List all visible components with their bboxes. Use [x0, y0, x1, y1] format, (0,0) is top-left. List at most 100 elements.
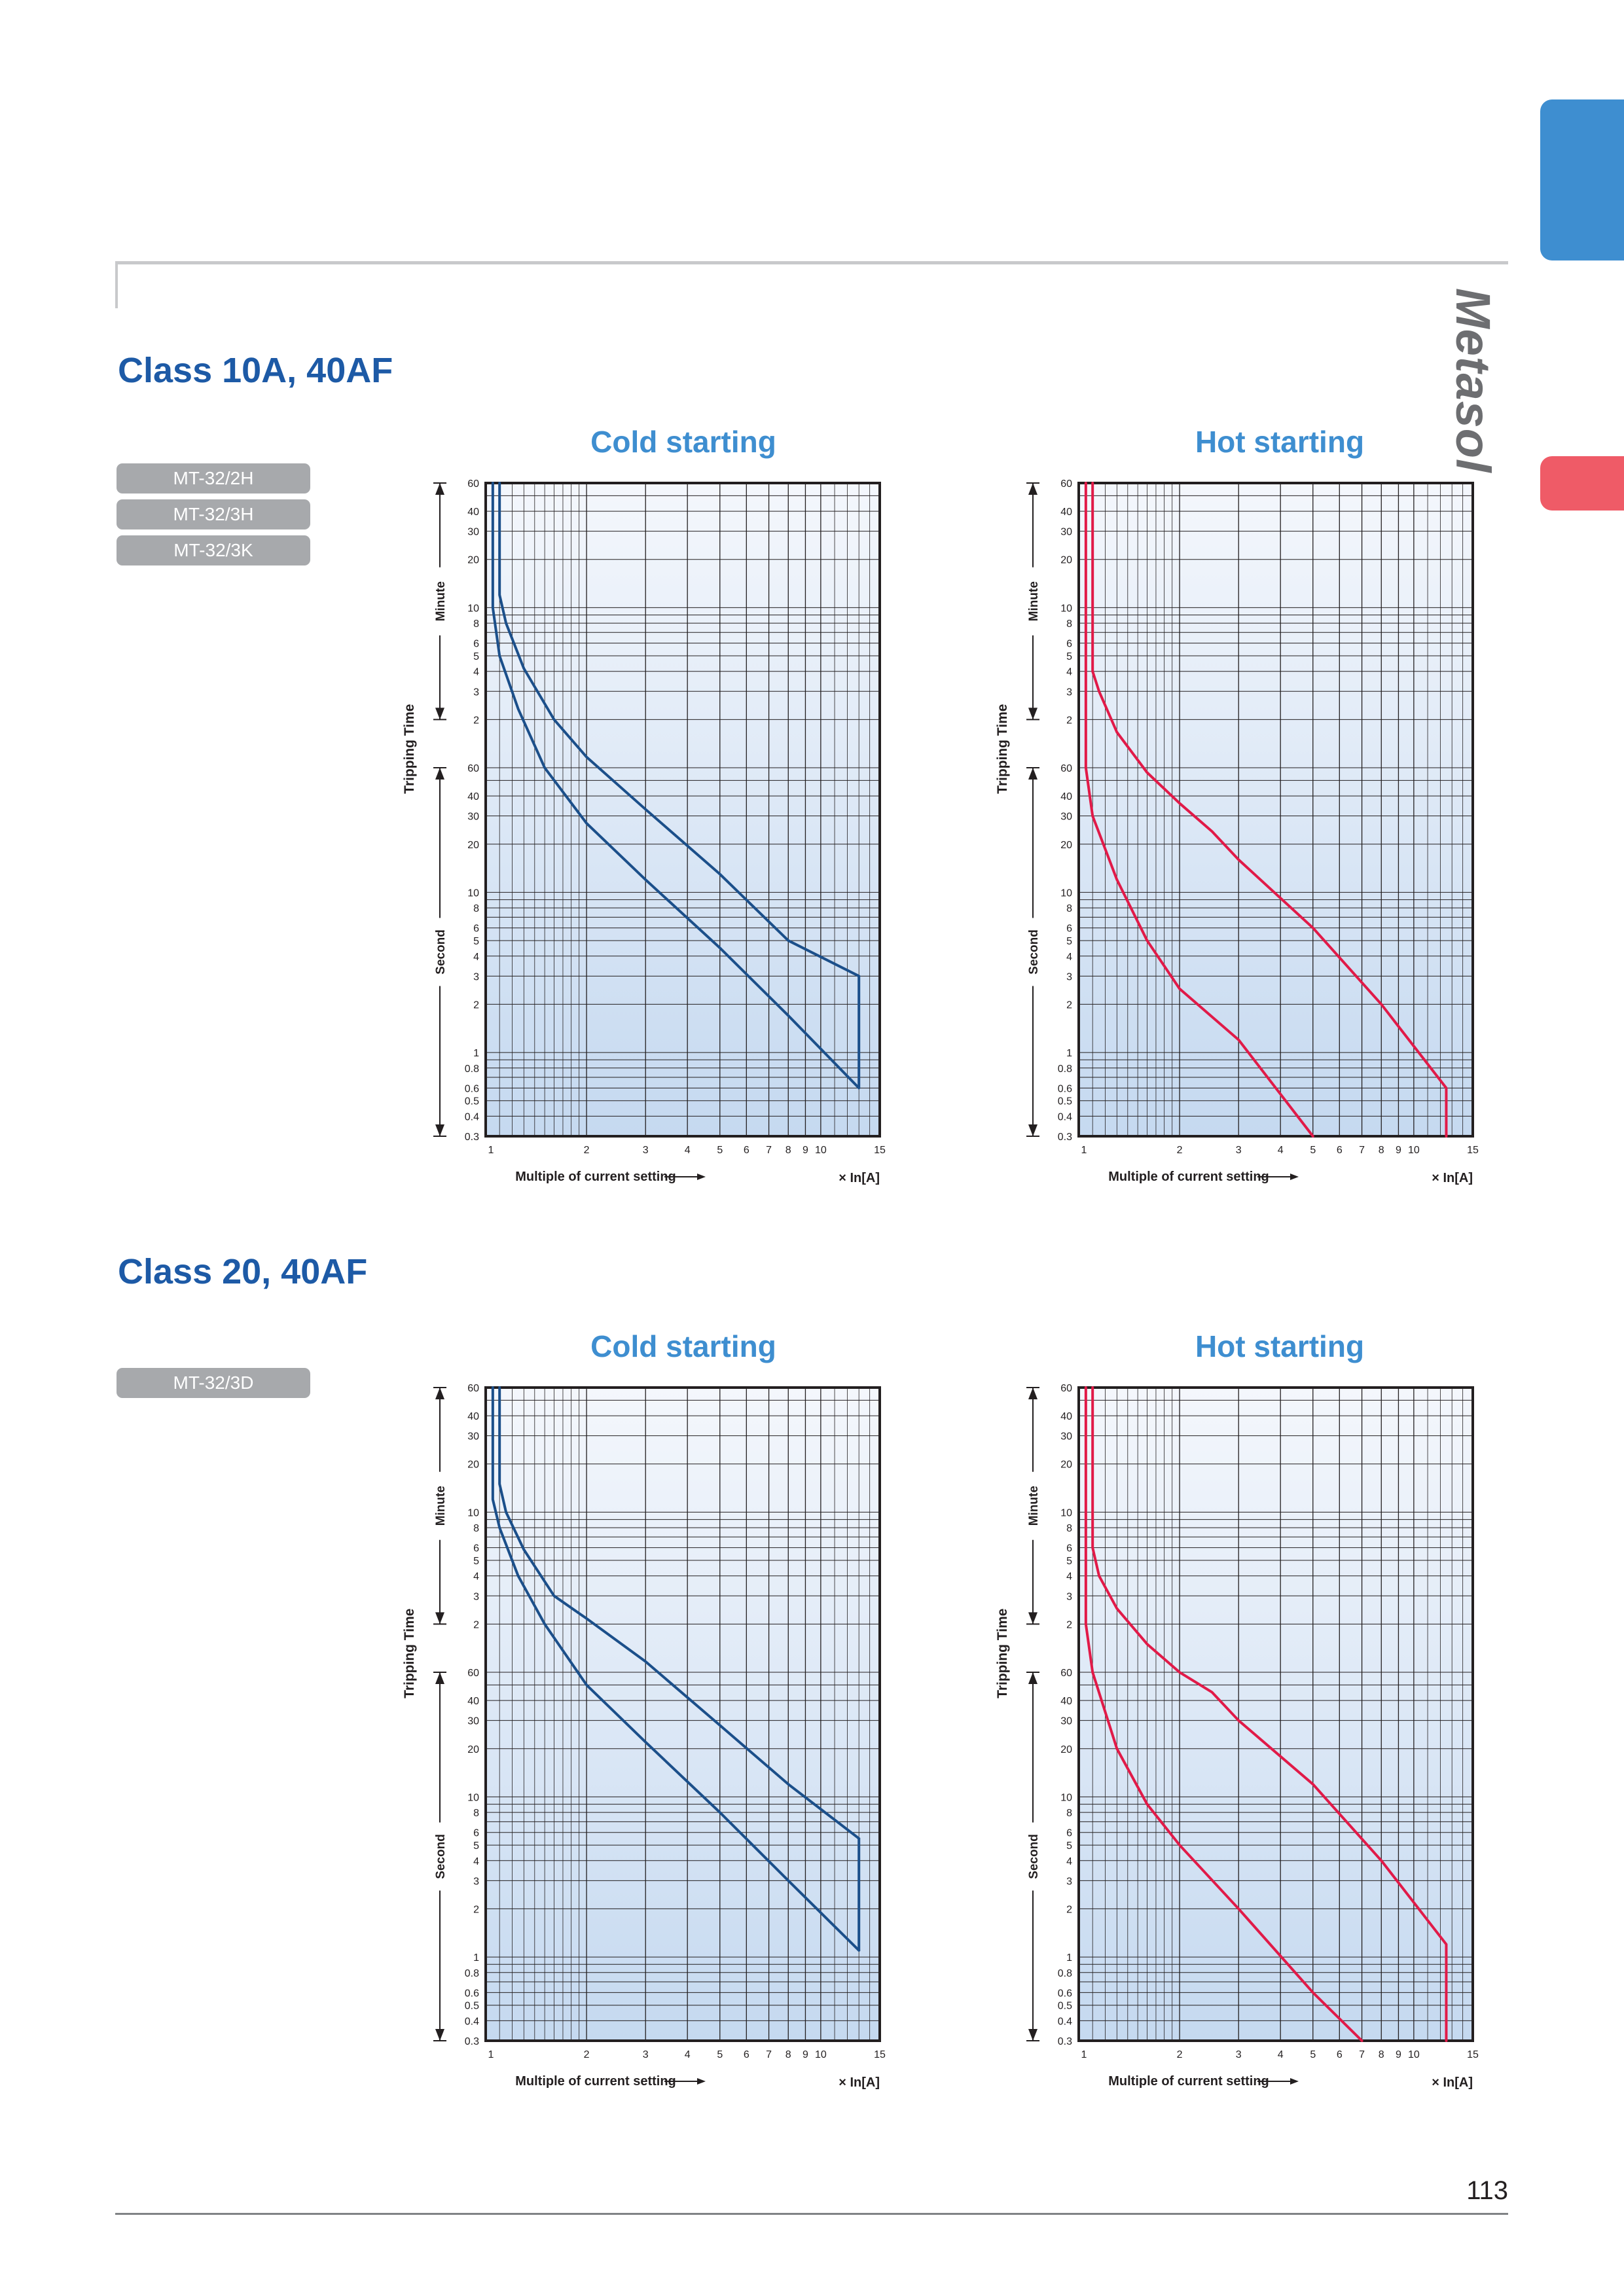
y-tick-label: 2	[1066, 1619, 1072, 1630]
y-tick-label: 0.5	[1058, 2001, 1072, 2012]
minute-label: Minute	[1027, 1486, 1041, 1526]
y-tick-label: 60	[1060, 1383, 1072, 1394]
x-tick-label: 4	[685, 1145, 691, 1156]
model-badge: MT-32/3D	[117, 1368, 310, 1398]
y-tick-label: 8	[1066, 903, 1072, 914]
y-tick-label: 10	[467, 1507, 479, 1518]
series-line	[1091, 482, 1448, 1138]
y-axis-label: Tripping Time	[995, 704, 1010, 794]
y-tick-label: 60	[467, 478, 479, 490]
y-tick-label: 0.6	[465, 1083, 479, 1094]
y-tick-label: 0.6	[465, 1988, 479, 1999]
y-tick-label: 0.8	[1058, 1064, 1072, 1075]
side-tab-red[interactable]	[1540, 456, 1624, 511]
x-tick-label: 8	[1379, 1145, 1384, 1156]
plot-frame	[1077, 1386, 1474, 2042]
x-tick-label: 3	[643, 1145, 649, 1156]
y-tick-label: 4	[473, 1571, 479, 1583]
y-tick-label: 10	[467, 888, 479, 899]
y-tick-label: 10	[1060, 1507, 1072, 1518]
y-tick-label: 5	[473, 936, 479, 947]
bracket-arrow	[1028, 1612, 1038, 1624]
x-tick-label: 8	[1379, 2049, 1384, 2060]
y-tick-label: 1	[1066, 1048, 1072, 1059]
y-tick-label: 30	[1060, 1716, 1072, 1727]
second-label: Second	[1027, 929, 1041, 975]
x-tick-label: 4	[1278, 1145, 1284, 1156]
bracket-arrow	[435, 1672, 444, 1685]
y-tick-label: 1	[1066, 1952, 1072, 1964]
chart-title: Hot starting	[1195, 1329, 1365, 1363]
series-line	[491, 1386, 861, 1952]
series-line	[1091, 1386, 1448, 2042]
x-tick-label: 10	[815, 1145, 827, 1156]
y-tick-label: 2	[1066, 1904, 1072, 1915]
x-tick-label: 6	[744, 1145, 749, 1156]
y-tick-label: 30	[467, 812, 479, 823]
bracket-arrow	[435, 768, 444, 780]
y-tick-label: 0.3	[1058, 1132, 1072, 1143]
y-tick-label: 5	[1066, 936, 1072, 947]
y-tick-label: 0.5	[465, 1096, 479, 1107]
y-tick-label: 2	[473, 1619, 479, 1630]
x-axis-unit: × In[A]	[839, 2075, 880, 2090]
plot-area	[486, 1388, 880, 2041]
side-tab-blue[interactable]	[1540, 99, 1624, 260]
x-tick-label: 5	[717, 2049, 723, 2060]
y-tick-label: 2	[1066, 715, 1072, 726]
y-tick-label: 60	[467, 763, 479, 774]
y-tick-label: 3	[473, 971, 479, 982]
x-tick-label: 10	[1408, 1145, 1420, 1156]
y-tick-label: 8	[473, 619, 479, 630]
y-tick-label: 0.8	[465, 1968, 479, 1979]
x-axis-unit: × In[A]	[1432, 1171, 1473, 1185]
x-tick-label: 4	[1278, 2049, 1284, 2060]
y-tick-label: 20	[1060, 555, 1072, 566]
y-tick-label: 4	[473, 1856, 479, 1867]
minute-label: Minute	[1027, 581, 1041, 621]
y-tick-label: 4	[473, 952, 479, 963]
y-tick-label: 2	[473, 999, 479, 1011]
x-tick-label: 3	[1236, 1145, 1242, 1156]
y-axis-label: Tripping Time	[402, 1609, 417, 1698]
y-axis-label: Tripping Time	[402, 704, 417, 794]
y-tick-label: 6	[473, 1543, 479, 1554]
y-tick-label: 40	[467, 507, 479, 518]
second-label: Second	[434, 929, 448, 975]
hot-starting-chart-class20: 6040302010865432604030201086543210.80.60…	[995, 1383, 1479, 2090]
y-tick-label: 6	[473, 639, 479, 650]
x-tick-label: 10	[815, 2049, 827, 2060]
y-tick-label: 8	[1066, 1808, 1072, 1819]
bracket-arrow	[1028, 1124, 1038, 1136]
y-tick-label: 3	[473, 1876, 479, 1887]
header-rule-corner	[115, 261, 118, 308]
y-tick-label: 60	[467, 1668, 479, 1679]
model-badge: MT-32/3H	[117, 499, 310, 529]
x-tick-label: 5	[1310, 1145, 1316, 1156]
y-tick-label: 5	[473, 651, 479, 662]
y-tick-label: 4	[1066, 1856, 1072, 1867]
page-number: 113	[1466, 2176, 1508, 2205]
y-tick-label: 20	[1060, 1744, 1072, 1755]
chart-title: Cold starting	[590, 1329, 776, 1363]
y-tick-label: 60	[1060, 478, 1072, 490]
x-tick-label: 7	[766, 2049, 772, 2060]
x-tick-label: 1	[488, 2049, 494, 2060]
section-title: Class 20, 40AF	[118, 1252, 368, 1291]
series-line	[491, 482, 861, 1090]
y-tick-label: 3	[473, 687, 479, 698]
x-tick-label: 8	[785, 1145, 791, 1156]
y-tick-label: 20	[467, 555, 479, 566]
y-tick-label: 20	[1060, 840, 1072, 851]
x-tick-label: 9	[803, 2049, 808, 2060]
y-tick-label: 5	[1066, 651, 1072, 662]
y-tick-label: 30	[467, 1431, 479, 1443]
plot-area	[1079, 483, 1473, 1136]
y-tick-label: 2	[473, 715, 479, 726]
bracket-arrow	[435, 2029, 444, 2041]
y-tick-label: 5	[473, 1556, 479, 1567]
y-tick-label: 5	[473, 1840, 479, 1852]
y-tick-label: 20	[467, 840, 479, 851]
x-axis-label: Multiple of current setting	[515, 1170, 676, 1184]
x-tick-label: 5	[1310, 2049, 1316, 2060]
